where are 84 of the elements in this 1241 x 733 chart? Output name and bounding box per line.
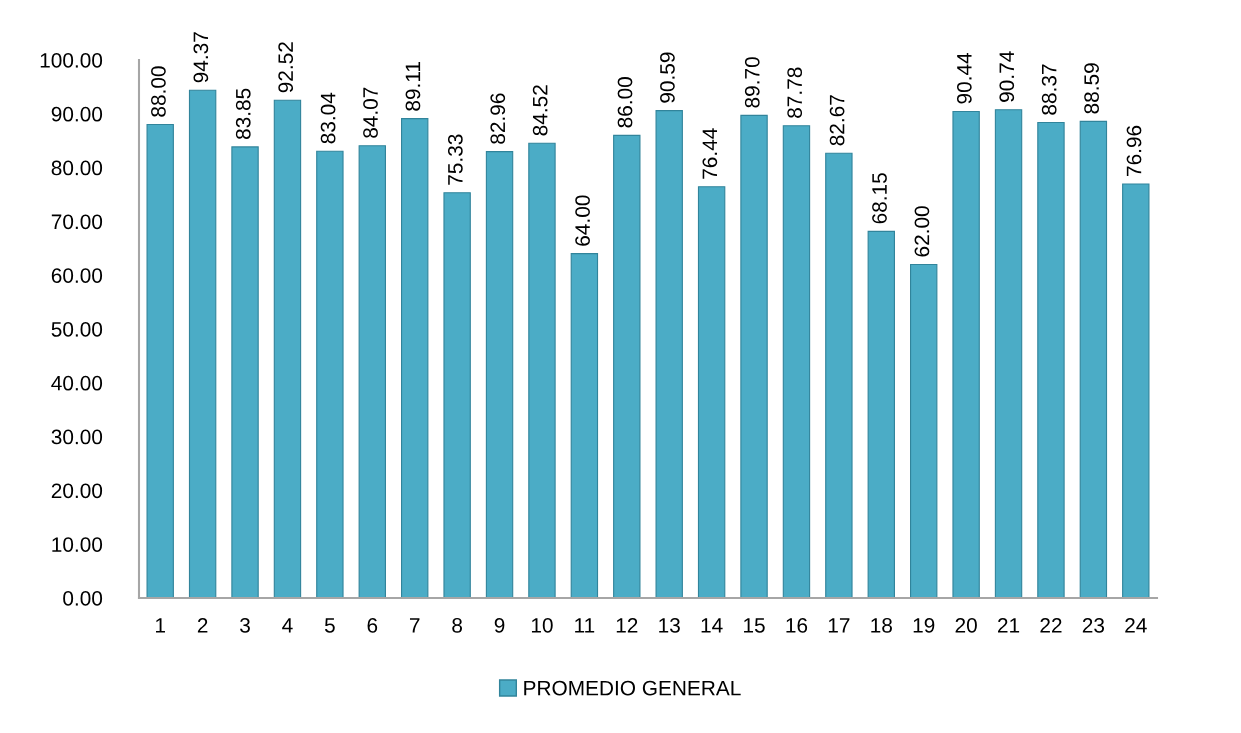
- bar: [146, 124, 174, 598]
- x-tick-label: 9: [494, 617, 505, 633]
- bar: [401, 118, 429, 598]
- bar: [952, 110, 980, 598]
- bar: [825, 152, 853, 598]
- x-tick-label: 5: [324, 618, 335, 633]
- y-tick-label: 20.00: [51, 483, 103, 499]
- x-tick-label: 24: [1125, 617, 1147, 633]
- data-label: 62.00: [914, 206, 930, 257]
- data-label: 90.44: [956, 52, 972, 104]
- bar: [316, 150, 344, 598]
- y-tick-label: 10.00: [52, 537, 103, 552]
- data-label: 82.67: [829, 95, 845, 146]
- x-tick-label: 11: [575, 618, 595, 633]
- y-tick-label: 60.00: [51, 268, 103, 283]
- bar: [485, 151, 514, 598]
- bar: [655, 110, 683, 598]
- data-label: 92.52: [278, 42, 294, 93]
- bar: [231, 146, 259, 598]
- x-tick-label: 10: [531, 617, 553, 633]
- y-tick-label: 30.00: [51, 429, 103, 445]
- bar: [188, 89, 217, 598]
- data-label: 75.33: [447, 134, 463, 185]
- bar: [994, 109, 1023, 598]
- data-label: 87.78: [787, 67, 803, 118]
- y-tick-label: 90.00: [51, 106, 103, 122]
- data-label: 68.15: [872, 173, 887, 224]
- x-tick-label: 22: [1040, 617, 1062, 633]
- bar: [1079, 120, 1108, 598]
- y-tick-label: 40.00: [51, 375, 103, 391]
- data-label: 83.04: [320, 92, 336, 144]
- bar: [273, 99, 302, 598]
- bar: [528, 142, 556, 598]
- x-tick-label: 19: [913, 617, 935, 633]
- data-label: 83.85: [235, 88, 251, 140]
- data-label: 94.37: [193, 32, 209, 83]
- bar: [613, 134, 641, 598]
- data-label: 64.00: [575, 195, 590, 246]
- data-label: 82.96: [490, 93, 506, 144]
- data-label: 89.11: [405, 62, 421, 111]
- y-tick-label: 50.00: [51, 322, 103, 337]
- x-tick-label: 8: [452, 617, 463, 633]
- x-tick-label: 6: [367, 617, 378, 633]
- x-tick-label: 21: [998, 617, 1020, 633]
- bar: [910, 263, 938, 598]
- legend-label: PROMEDIO GENERAL: [524, 680, 741, 696]
- bar: [867, 230, 895, 598]
- data-label: 90.74: [999, 51, 1015, 102]
- data-label: 88.37: [1041, 64, 1057, 115]
- data-label: 84.52: [532, 85, 548, 136]
- x-tick-label: 16: [786, 617, 808, 633]
- y-tick-label: 80.00: [51, 160, 103, 176]
- x-tick-label: 17: [828, 618, 850, 633]
- x-tick-label: 15: [744, 618, 765, 633]
- y-tick-label: 70.00: [51, 214, 103, 230]
- bar: [697, 186, 726, 598]
- data-label: 88.59: [1084, 63, 1099, 114]
- x-tick-label: 23: [1082, 617, 1105, 633]
- x-tick-label: 14: [701, 618, 723, 633]
- bar: [740, 114, 768, 598]
- y-tick-label: 0.00: [63, 591, 103, 606]
- bar: [443, 192, 471, 598]
- bar: [1122, 183, 1150, 598]
- bar: [1037, 122, 1065, 598]
- data-label: 76.44: [702, 128, 718, 179]
- data-label: 76.96: [1126, 125, 1142, 176]
- data-label: 90.59: [660, 52, 675, 103]
- x-tick-label: 2: [197, 617, 208, 633]
- bar: [358, 145, 386, 598]
- x-tick-label: 12: [616, 617, 638, 633]
- x-tick-label: 1: [156, 618, 165, 633]
- x-tick-label: 20: [955, 617, 977, 633]
- x-tick-label: 4: [282, 618, 293, 633]
- x-tick-label: 7: [409, 618, 420, 633]
- x-tick-label: 13: [659, 617, 680, 633]
- data-label: 86.00: [617, 77, 633, 128]
- data-label: 89.70: [744, 57, 760, 108]
- x-tick-label: 3: [240, 617, 250, 633]
- y-tick-label: 100.00: [40, 53, 103, 68]
- data-label: 84.07: [363, 87, 378, 138]
- bar: [570, 253, 599, 598]
- x-tick-label: 18: [871, 617, 892, 633]
- bar: [782, 125, 811, 598]
- data-label: 88.00: [151, 66, 166, 117]
